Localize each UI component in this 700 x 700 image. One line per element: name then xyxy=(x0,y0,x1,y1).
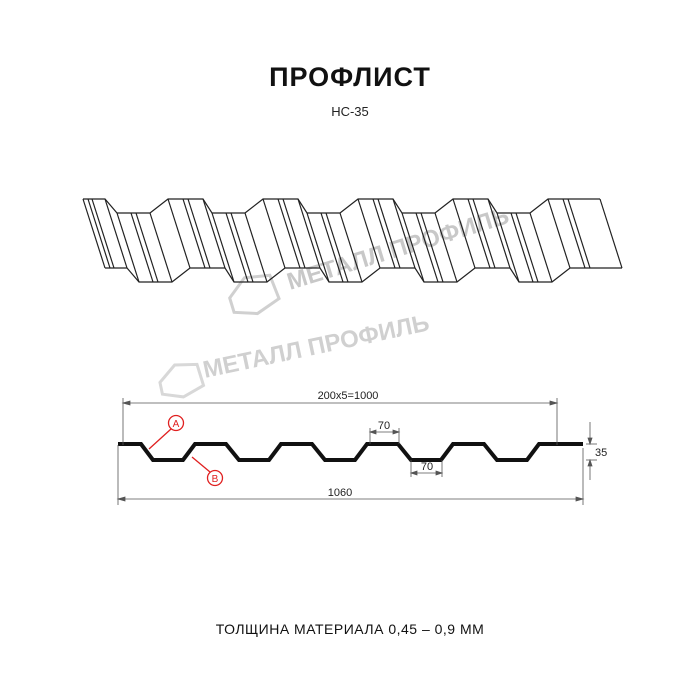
sheet-bottom-edge xyxy=(105,267,622,283)
dimension-lines xyxy=(116,398,597,505)
sheet-top-edge xyxy=(83,198,600,214)
sheet-groove-line xyxy=(130,212,154,283)
profile-cross-section xyxy=(118,442,583,462)
sheet-groove-line xyxy=(187,198,211,269)
callout-a xyxy=(148,414,185,450)
sheet-fold-line xyxy=(529,212,553,283)
dim-rib-top: 70 xyxy=(378,420,390,432)
sheet-groove-line xyxy=(325,212,349,283)
sheet-fold-line xyxy=(452,198,476,269)
sheet-groove-line xyxy=(467,198,491,269)
sheet-groove-line xyxy=(182,198,206,269)
sheet-groove-line xyxy=(320,212,344,283)
callout-a-label: A xyxy=(173,419,180,430)
sheet-groove-line xyxy=(472,198,496,269)
sheet-groove-line xyxy=(420,212,444,283)
sheet-groove-line xyxy=(415,212,439,283)
sheet-groove-line xyxy=(372,198,396,269)
sheet-fold-line xyxy=(339,212,363,283)
sheet-fold-line xyxy=(306,212,330,283)
sheet-groove-line xyxy=(87,198,111,269)
sheet-groove-line xyxy=(277,198,301,269)
sheet-fold-line xyxy=(82,198,106,269)
sheet-fold-line xyxy=(496,212,520,283)
sheet-fold-line xyxy=(116,212,140,283)
sheet-fold-line xyxy=(262,198,286,269)
sheet-groove-line xyxy=(377,198,401,269)
sheet-fold-line xyxy=(401,212,425,283)
dim-pitch-total: 200x5=1000 xyxy=(318,390,379,402)
model-subtitle: НС-35 xyxy=(331,104,369,119)
sheet-fold-line xyxy=(244,212,268,283)
sheet-fold-line xyxy=(547,198,571,269)
sheet-groove-line xyxy=(562,198,586,269)
sheet-fold-line xyxy=(211,212,235,283)
sheet-groove-line xyxy=(91,198,115,269)
sheet-groove-line xyxy=(230,212,254,283)
sheet-fold-line xyxy=(487,198,511,269)
sheet-groove-line xyxy=(510,212,534,283)
callout-b-label: B xyxy=(212,474,219,485)
sheet-groove-line xyxy=(135,212,159,283)
watermark-text: МЕТАЛЛ ПРОФИЛЬ xyxy=(201,310,432,384)
dim-rib-bottom: 70 xyxy=(421,461,433,473)
dim-height: 35 xyxy=(595,447,607,459)
sheet-fold-line xyxy=(202,198,226,269)
sheet-groove-line xyxy=(567,198,591,269)
sheet-fold-line xyxy=(297,198,321,269)
sheet-fold-line xyxy=(167,198,191,269)
isometric-sheet-view xyxy=(82,198,623,283)
sheet-groove-line xyxy=(515,212,539,283)
sheet-fold-line xyxy=(434,212,458,283)
watermark-bottom: МЕТАЛЛ ПРОФИЛЬ xyxy=(158,310,432,399)
sheet-fold-line xyxy=(392,198,416,269)
sheet-groove-line xyxy=(282,198,306,269)
page-title: ПРОФЛИСТ xyxy=(269,62,431,92)
callout-b xyxy=(191,456,224,487)
dim-overall-width: 1060 xyxy=(328,487,352,499)
watermark-logo-icon xyxy=(158,362,206,399)
sheet-fold-line xyxy=(104,198,128,269)
sheet-fold-line xyxy=(599,198,623,269)
sheet-groove-line xyxy=(225,212,249,283)
watermark-logo-icon xyxy=(228,273,281,316)
sheet-fold-line xyxy=(357,198,381,269)
material-thickness-note: ТОЛЩИНА МАТЕРИАЛА 0,45 – 0,9 ММ xyxy=(215,621,485,637)
sheet-fold-line xyxy=(149,212,173,283)
